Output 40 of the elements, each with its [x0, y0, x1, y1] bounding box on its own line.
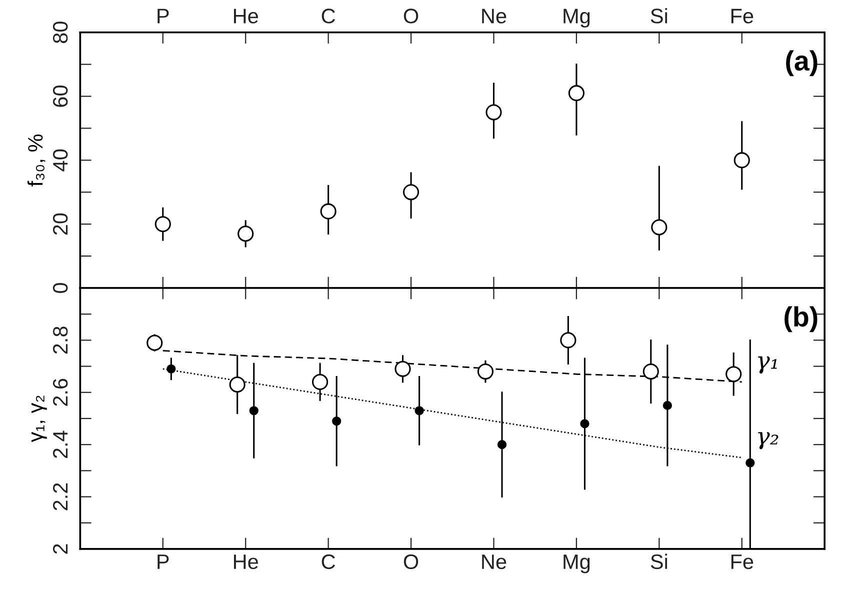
- annotation: (b): [784, 306, 818, 332]
- x-tick-label: Fe: [731, 8, 754, 24]
- y-tick-label: 2: [52, 544, 68, 554]
- point: [486, 104, 502, 120]
- x-tick-label: Mg: [564, 554, 590, 574]
- y-tick-label: 60: [52, 86, 68, 107]
- y-tick-label: 40: [52, 149, 68, 172]
- y-tick-label: 20: [52, 213, 68, 235]
- x-tick-label: O: [404, 8, 418, 24]
- x-tick-label: O: [404, 554, 418, 570]
- y-tick-label: 2.6: [52, 378, 68, 406]
- point: [568, 85, 584, 102]
- y-axis-title: f₃₀, %: [27, 134, 46, 186]
- x-tick-label: P: [158, 554, 169, 569]
- x-tick-label: Fe: [731, 554, 754, 570]
- series-label: γ₂: [758, 432, 778, 450]
- y-tick-label: 0: [52, 283, 68, 293]
- x-tick-label: He: [234, 554, 258, 570]
- point: [320, 203, 336, 220]
- x-tick-label: Si: [650, 554, 668, 570]
- x-tick-label: Ne: [482, 8, 506, 24]
- x-tick-label: P: [158, 8, 169, 24]
- y-tick-label: 80: [52, 22, 68, 44]
- point: [238, 226, 254, 242]
- series-label: γ₁: [758, 356, 777, 374]
- x-tick-label: Si: [650, 8, 668, 24]
- x-tick-label: Mg: [564, 8, 590, 28]
- x-tick-label: C: [322, 8, 336, 24]
- point: [734, 152, 750, 168]
- y-axis-title: γ₁, γ₂: [32, 396, 47, 442]
- y-tick-label: 2.2: [52, 483, 68, 510]
- x-tick-label: C: [322, 554, 336, 570]
- y-tick-label: 2.8: [52, 326, 68, 354]
- point: [651, 219, 668, 236]
- x-tick-label: He: [234, 8, 258, 24]
- point: [154, 216, 171, 232]
- x-tick-label: Ne: [482, 554, 506, 570]
- annotation: (a): [786, 50, 818, 76]
- point: [402, 184, 420, 200]
- y-tick-label: 2.4: [52, 430, 68, 458]
